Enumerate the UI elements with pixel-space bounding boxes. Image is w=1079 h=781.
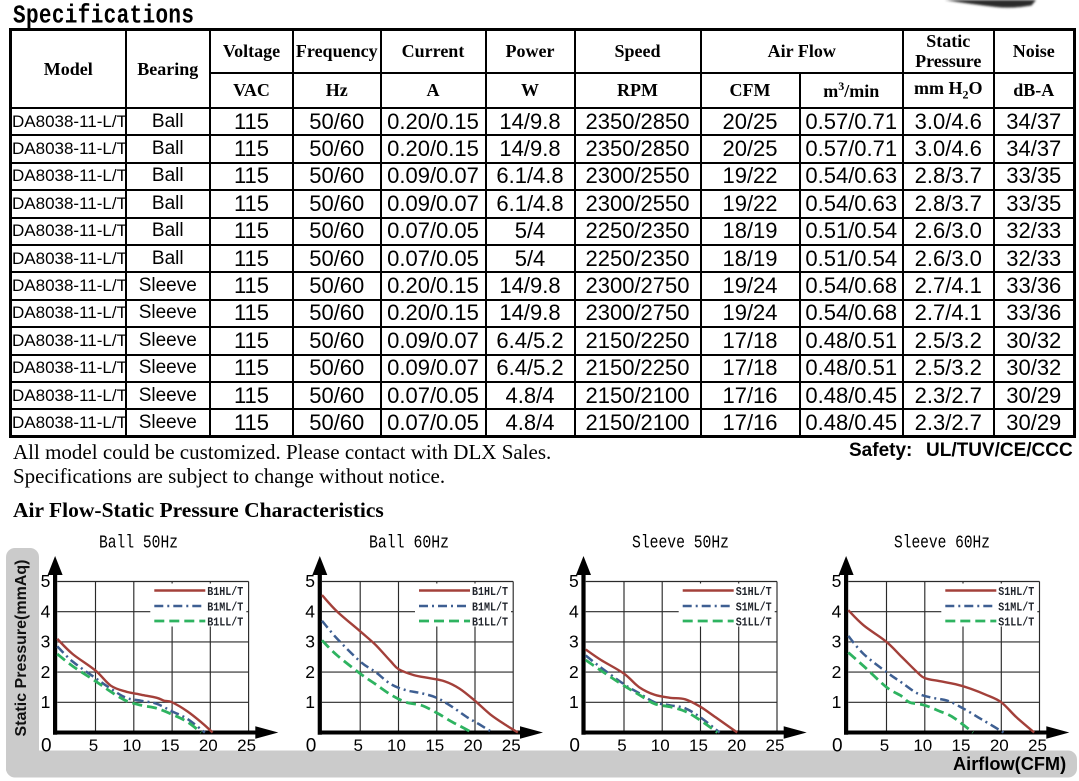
svg-text:2: 2: [832, 662, 842, 682]
svg-text:4: 4: [41, 601, 51, 621]
svg-text:5: 5: [305, 571, 315, 591]
svg-text:0: 0: [569, 736, 580, 757]
svg-text:2: 2: [569, 662, 579, 682]
svg-text:25: 25: [766, 736, 785, 755]
svg-text:5: 5: [89, 736, 98, 755]
svg-text:4: 4: [569, 601, 579, 621]
svg-text:25: 25: [237, 736, 256, 755]
svg-text:S1ML/T: S1ML/T: [998, 602, 1034, 615]
svg-text:Airflow(CFM): Airflow(CFM): [953, 754, 1066, 774]
svg-text:25: 25: [1028, 736, 1047, 755]
svg-text:15: 15: [952, 736, 971, 755]
svg-text:5: 5: [353, 736, 362, 755]
svg-text:B1HL/T: B1HL/T: [472, 586, 508, 599]
svg-text:0: 0: [306, 736, 317, 757]
svg-text:5: 5: [617, 736, 626, 755]
svg-text:Static Pressure(mmAq): Static Pressure(mmAq): [13, 560, 30, 737]
svg-text:3: 3: [832, 632, 842, 652]
svg-text:Ball 60Hz: Ball 60Hz: [369, 533, 449, 554]
svg-text:20: 20: [464, 736, 483, 755]
svg-text:1: 1: [832, 692, 842, 712]
svg-text:20: 20: [990, 736, 1009, 755]
svg-text:15: 15: [689, 736, 708, 755]
svg-text:Ball 50Hz: Ball 50Hz: [99, 533, 178, 554]
svg-text:S1LL/T: S1LL/T: [998, 617, 1034, 630]
svg-text:S1HL/T: S1HL/T: [736, 586, 772, 599]
svg-text:B1LL/T: B1LL/T: [207, 617, 243, 630]
svg-text:5: 5: [832, 571, 842, 591]
svg-text:S1LL/T: S1LL/T: [736, 617, 772, 630]
svg-text:B1HL/T: B1HL/T: [207, 586, 243, 599]
svg-text:15: 15: [425, 736, 444, 755]
svg-text:3: 3: [305, 632, 315, 652]
svg-text:1: 1: [41, 692, 51, 712]
svg-text:4: 4: [832, 601, 842, 621]
svg-text:5: 5: [880, 736, 889, 755]
svg-text:25: 25: [502, 736, 521, 755]
svg-text:B1LL/T: B1LL/T: [472, 617, 508, 630]
svg-text:B1ML/T: B1ML/T: [472, 602, 508, 615]
svg-text:5: 5: [569, 571, 579, 591]
svg-text:4: 4: [305, 601, 315, 621]
svg-text:2: 2: [41, 662, 51, 682]
svg-text:Sleeve 60Hz: Sleeve 60Hz: [894, 533, 990, 554]
svg-text:10: 10: [387, 736, 406, 755]
svg-text:15: 15: [161, 736, 180, 755]
svg-text:B1ML/T: B1ML/T: [207, 602, 243, 615]
svg-text:3: 3: [569, 632, 579, 652]
svg-text:10: 10: [913, 736, 932, 755]
svg-text:0: 0: [41, 736, 52, 757]
svg-text:0: 0: [832, 736, 843, 757]
svg-text:20: 20: [199, 736, 218, 755]
svg-text:1: 1: [569, 692, 579, 712]
svg-text:20: 20: [727, 736, 746, 755]
svg-text:5: 5: [41, 571, 51, 591]
svg-text:S1HL/T: S1HL/T: [998, 586, 1034, 599]
svg-text:10: 10: [122, 736, 141, 755]
svg-text:S1ML/T: S1ML/T: [736, 602, 772, 615]
svg-text:2: 2: [305, 662, 315, 682]
svg-text:3: 3: [41, 632, 51, 652]
svg-text:1: 1: [305, 692, 315, 712]
svg-text:Sleeve 50Hz: Sleeve 50Hz: [632, 533, 729, 554]
svg-text:10: 10: [651, 736, 670, 755]
